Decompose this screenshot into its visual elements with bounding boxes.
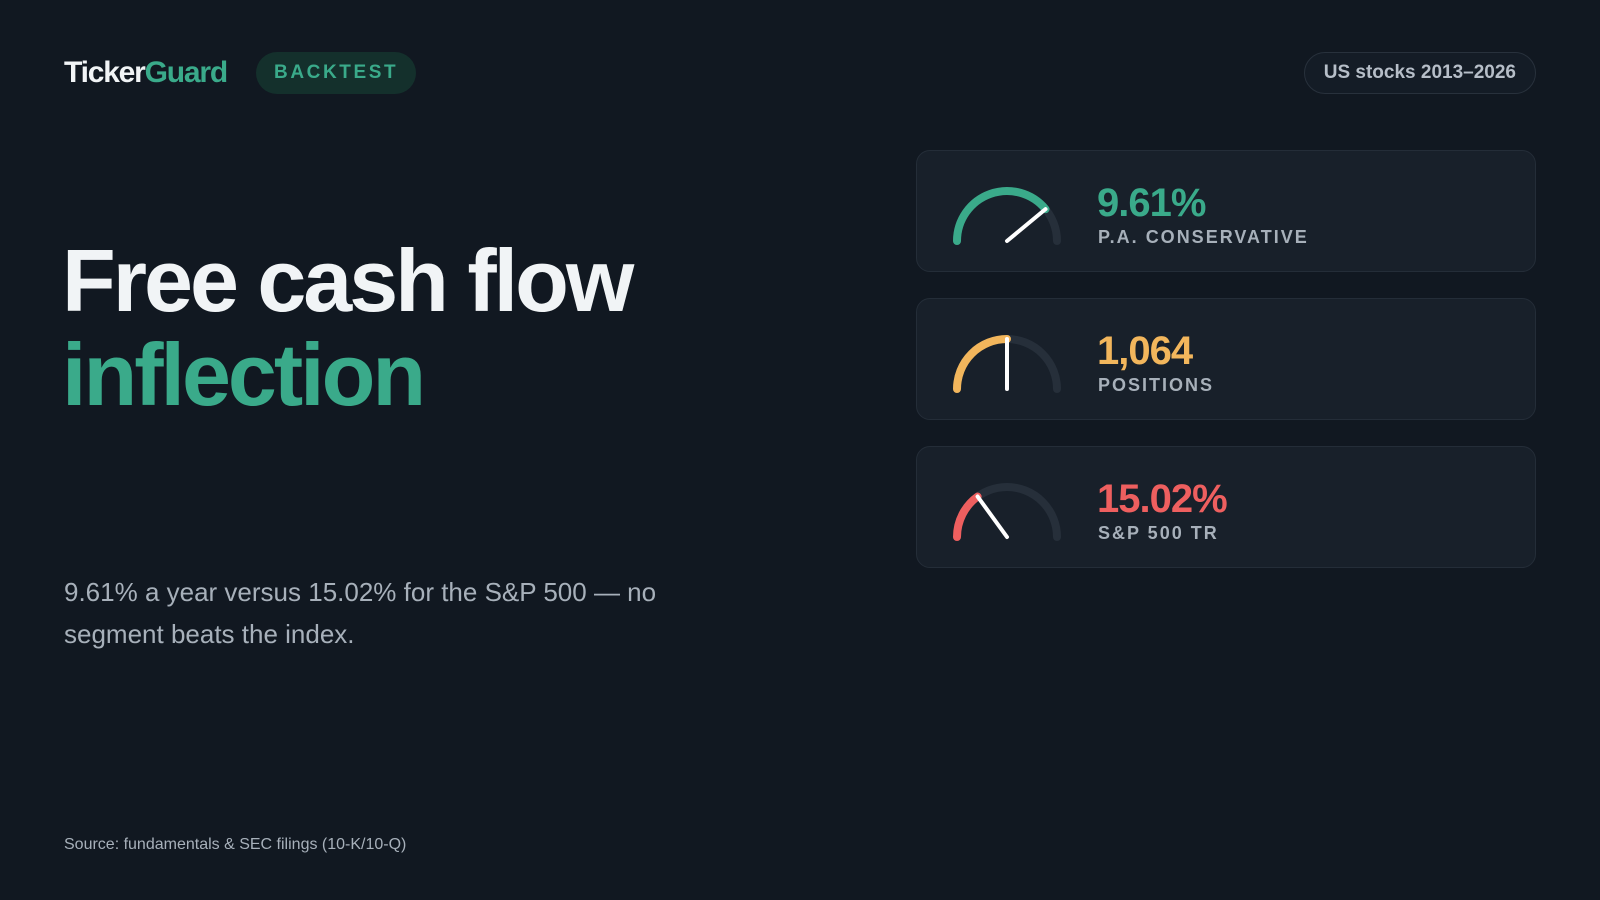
title-line-2: inflection (62, 325, 426, 424)
metric-value: 1,064 (1097, 329, 1193, 373)
gauge-fill (953, 335, 1011, 393)
gauge-icon (953, 483, 1061, 541)
title-line-1: Free cash flow (62, 231, 634, 330)
metric-card-return: 9.61% P.A. CONSERVATIVE (916, 150, 1536, 272)
metric-card-positions: 1,064 POSITIONS (916, 298, 1536, 420)
gauge-track (953, 187, 1061, 245)
metric-value: 9.61% (1097, 181, 1206, 225)
brand-name-accent: Guard (144, 56, 229, 89)
gauge-needle (975, 494, 1009, 539)
gauge-icon (953, 187, 1061, 245)
page-title: Free cash flow inflection (62, 231, 634, 424)
metric-label: S&P 500 TR (1098, 523, 1219, 543)
gauge-needle (1005, 207, 1048, 243)
brand-name-main: Ticker (64, 56, 146, 89)
brand-logo: TickerGuard (64, 56, 229, 89)
gauge-fill (953, 187, 1050, 245)
metric-label: P.A. CONSERVATIVE (1098, 227, 1309, 247)
metric-value: 15.02% (1097, 477, 1228, 521)
metric-label: POSITIONS (1098, 375, 1215, 395)
source-note: Source: fundamentals & SEC filings (10-K… (64, 836, 407, 853)
backtest-badge: BACKTEST (256, 52, 417, 94)
gauge-icon (953, 335, 1061, 393)
date-range-pill: US stocks 2013–2026 (1303, 52, 1536, 94)
metric-card-benchmark: 15.02% S&P 500 TR (916, 446, 1536, 568)
gauge-track (953, 483, 1061, 541)
gauge-fill (953, 492, 982, 541)
subtitle: 9.61% a year versus 15.02% for the S&P 5… (64, 577, 657, 649)
